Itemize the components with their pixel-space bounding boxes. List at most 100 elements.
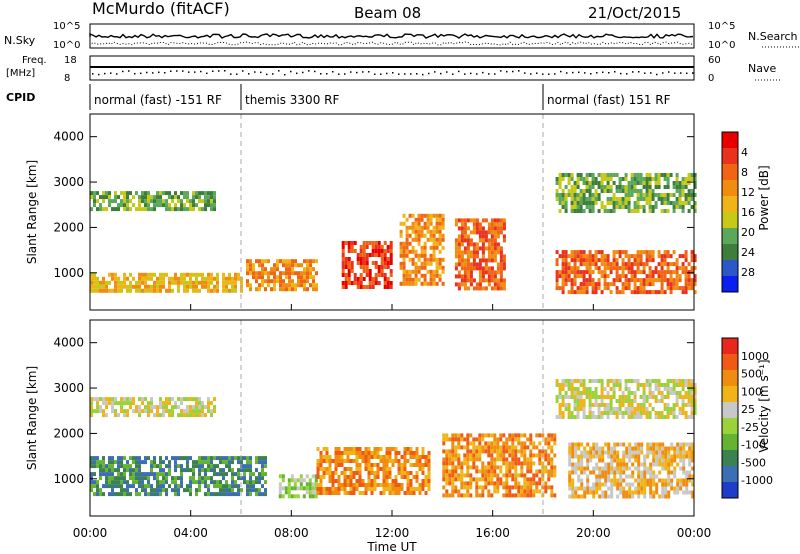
range-cell xyxy=(568,454,572,459)
range-cell xyxy=(682,458,686,463)
range-cell xyxy=(673,458,677,463)
range-cell xyxy=(376,475,380,479)
range-cell xyxy=(93,276,96,281)
range-cell xyxy=(687,383,691,387)
range-cell xyxy=(487,493,491,498)
range-cell xyxy=(441,237,445,242)
range-cell xyxy=(567,278,571,283)
nave-point xyxy=(170,70,172,72)
range-cell xyxy=(343,487,347,491)
range-cell xyxy=(135,488,138,493)
range-cell xyxy=(640,478,644,483)
range-cell xyxy=(567,290,571,295)
range-cell xyxy=(573,403,577,407)
range-cell xyxy=(388,471,392,475)
range-cell xyxy=(171,207,174,212)
range-cell xyxy=(606,262,610,267)
range-cell xyxy=(652,462,656,467)
range-cell xyxy=(421,455,425,459)
range-cell xyxy=(517,481,521,486)
range-cell xyxy=(616,442,620,447)
range-cell xyxy=(441,217,445,222)
range-cell xyxy=(201,468,204,473)
range-cell xyxy=(550,489,554,494)
range-cell xyxy=(370,491,374,495)
range-cell xyxy=(603,185,607,189)
range-cell xyxy=(258,263,261,268)
range-cell xyxy=(624,173,628,177)
range-cell xyxy=(409,455,413,459)
range-cell xyxy=(472,262,476,267)
range-cell xyxy=(573,274,577,279)
range-cell xyxy=(337,451,341,455)
range-cell xyxy=(681,407,685,411)
range-cell xyxy=(316,459,320,463)
range-cell xyxy=(666,278,670,283)
range-cell xyxy=(582,258,586,263)
range-cell xyxy=(165,464,168,469)
range-cell xyxy=(475,254,479,259)
range-cell xyxy=(664,462,668,467)
range-cell xyxy=(657,197,661,201)
range-cell xyxy=(186,488,189,493)
range-cell xyxy=(297,283,300,288)
range-cell xyxy=(457,461,461,466)
range-cell xyxy=(675,391,679,395)
range-cell xyxy=(604,482,608,487)
range-cell xyxy=(597,395,601,399)
range-cell xyxy=(624,262,628,267)
range-cell xyxy=(678,411,682,415)
range-cell xyxy=(150,401,153,406)
range-cell xyxy=(478,246,482,251)
range-cell xyxy=(466,449,470,454)
range-cell xyxy=(364,467,368,471)
nave-point xyxy=(590,73,592,75)
range-cell xyxy=(282,263,285,268)
range-cell xyxy=(144,207,147,212)
nave-point xyxy=(230,73,232,75)
range-cell xyxy=(282,259,285,264)
range-cell xyxy=(386,249,390,253)
range-cell xyxy=(682,450,686,455)
range-cell xyxy=(442,493,446,498)
range-cell xyxy=(606,411,610,415)
range-cell xyxy=(389,269,393,273)
range-cell xyxy=(246,464,249,469)
range-cell xyxy=(478,278,482,283)
range-cell xyxy=(457,445,461,450)
range-cell xyxy=(579,290,583,295)
range-cell xyxy=(99,405,102,410)
range-cell xyxy=(287,486,291,491)
range-cell xyxy=(411,249,415,254)
range-cell xyxy=(591,270,595,275)
range-cell xyxy=(108,280,111,285)
range-cell xyxy=(564,395,568,399)
range-cell xyxy=(577,494,581,499)
range-cell xyxy=(499,222,503,227)
range-cell xyxy=(529,489,533,494)
range-cell xyxy=(567,266,571,271)
range-cell xyxy=(337,463,341,467)
range-cell xyxy=(429,217,433,222)
range-cell xyxy=(691,454,695,459)
range-cell xyxy=(478,270,482,275)
range-cell xyxy=(682,442,686,447)
range-cell xyxy=(475,286,479,291)
range-cell xyxy=(279,275,282,280)
range-cell xyxy=(576,185,580,189)
range-cell xyxy=(535,445,539,450)
range-cell xyxy=(558,270,562,275)
range-cell xyxy=(135,191,138,196)
range-cell xyxy=(585,205,589,209)
range-cell xyxy=(586,478,590,483)
range-cell xyxy=(385,451,389,455)
range-cell xyxy=(630,415,634,419)
colorbar-tick-label: 25 xyxy=(741,403,755,416)
range-cell xyxy=(526,461,530,466)
range-cell xyxy=(591,379,595,383)
range-cell xyxy=(373,487,377,491)
range-cell xyxy=(481,266,485,271)
range-cell xyxy=(273,287,276,292)
range-cell xyxy=(666,197,670,201)
range-cell xyxy=(648,411,652,415)
